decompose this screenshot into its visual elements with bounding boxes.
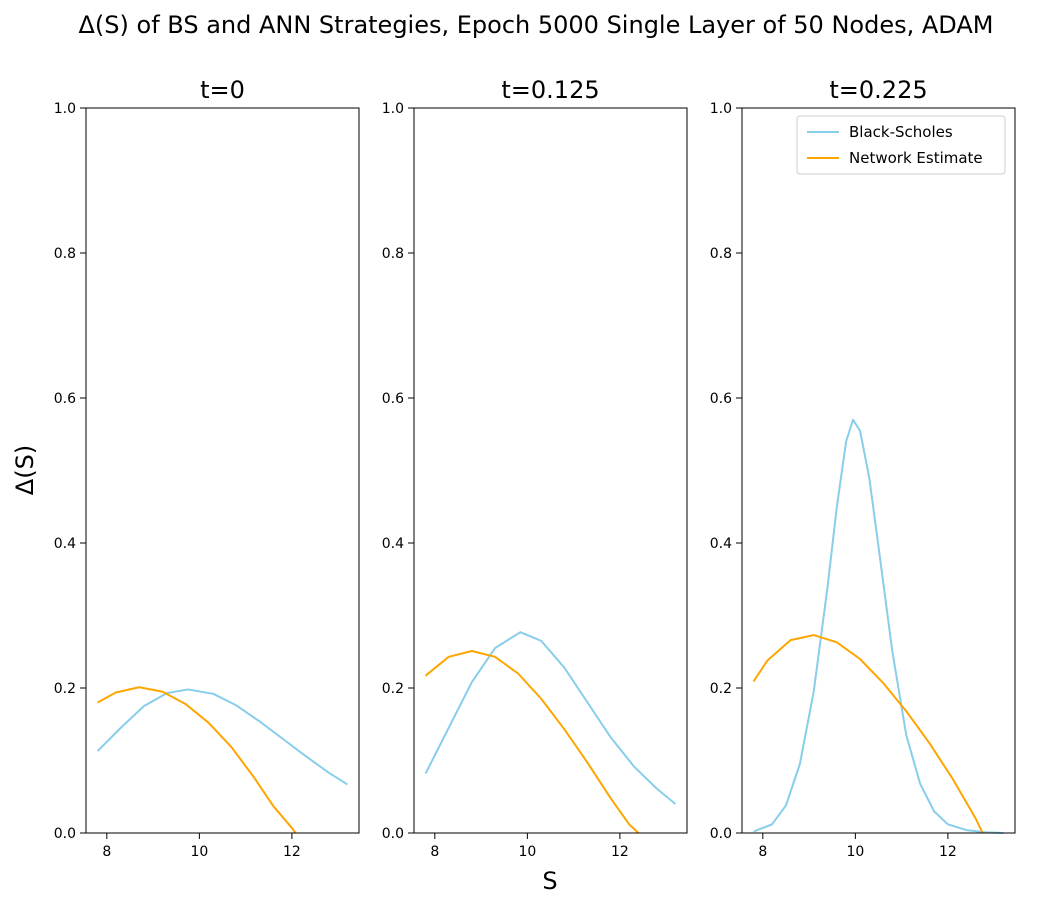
x-tick-label: 12 — [611, 844, 629, 860]
x-tick-label: 10 — [846, 844, 864, 860]
x-tick-label: 10 — [190, 844, 208, 860]
series-line-network-estimate — [424, 650, 640, 834]
y-tick-label: 0.6 — [382, 391, 404, 407]
chart-title: Δ(S) of BS and ANN Strategies, Epoch 500… — [79, 11, 994, 39]
series-line-black-scholes — [424, 631, 677, 805]
series-line-network-estimate — [752, 634, 984, 834]
y-tick-label: 0.6 — [54, 391, 76, 407]
legend-entry: Network Estimate — [849, 149, 983, 167]
legend-entry: Black-Scholes — [849, 123, 953, 141]
y-tick-label: 1.0 — [54, 101, 76, 117]
y-tick-label: 0.8 — [382, 246, 404, 262]
x-axis-label: S — [542, 867, 557, 895]
series-line-black-scholes — [753, 418, 1004, 834]
x-tick-label: 10 — [518, 844, 536, 860]
x-tick-label: 8 — [758, 844, 767, 860]
panel-3: 0.0 0.2 0.4 0.6 0.8 1.0 8 10 12 t=0.225 — [710, 76, 1016, 860]
y-tick-label: 0.4 — [54, 536, 76, 552]
panel-2: 0.0 0.2 0.4 0.6 0.8 1.0 8 10 12 t=0.125 — [382, 76, 688, 860]
panels-group: 0.00.20.40.60.81.08 10 12t=00.00.20.40.60.… — [54, 76, 1016, 860]
plot-frame — [85, 107, 360, 834]
y-tick-label: 0.2 — [710, 681, 732, 697]
y-tick-label: 0.4 — [382, 536, 404, 552]
y-tick-label: 1.0 — [710, 101, 732, 117]
y-tick-label: 0.4 — [710, 536, 732, 552]
panel-1: 0.0 0.2 0.4 0.6 0.8 1.0 8 10 12 t=0 — [54, 76, 360, 860]
y-tick-label: 0.2 — [54, 681, 76, 697]
plot-frame — [741, 107, 1016, 834]
legend: Black-Scholes Network Estimate — [796, 115, 1006, 175]
subplot-title: t=0.225 — [829, 76, 927, 104]
y-tick-label: 0.8 — [54, 246, 76, 262]
y-tick-label: 0.0 — [54, 826, 76, 842]
y-tick-label: 0.0 — [710, 826, 732, 842]
y-tick-label: 0.8 — [710, 246, 732, 262]
x-tick-label: 12 — [283, 844, 301, 860]
x-tick-label: 8 — [102, 844, 111, 860]
y-tick-label: 1.0 — [382, 101, 404, 117]
x-tick-label: 12 — [939, 844, 957, 860]
y-axis-label: Δ(S) — [11, 445, 39, 495]
series-line-black-scholes — [96, 688, 348, 786]
subplot-title: t=0 — [200, 76, 245, 104]
plot-frame — [413, 107, 688, 834]
x-tick-label: 8 — [430, 844, 439, 860]
series-line-network-estimate — [97, 686, 297, 834]
subplot-title: t=0.125 — [501, 76, 599, 104]
y-tick-label: 0.0 — [382, 826, 404, 842]
y-tick-label: 0.2 — [382, 681, 404, 697]
y-tick-label: 0.6 — [710, 391, 732, 407]
legend-frame — [796, 115, 1006, 175]
